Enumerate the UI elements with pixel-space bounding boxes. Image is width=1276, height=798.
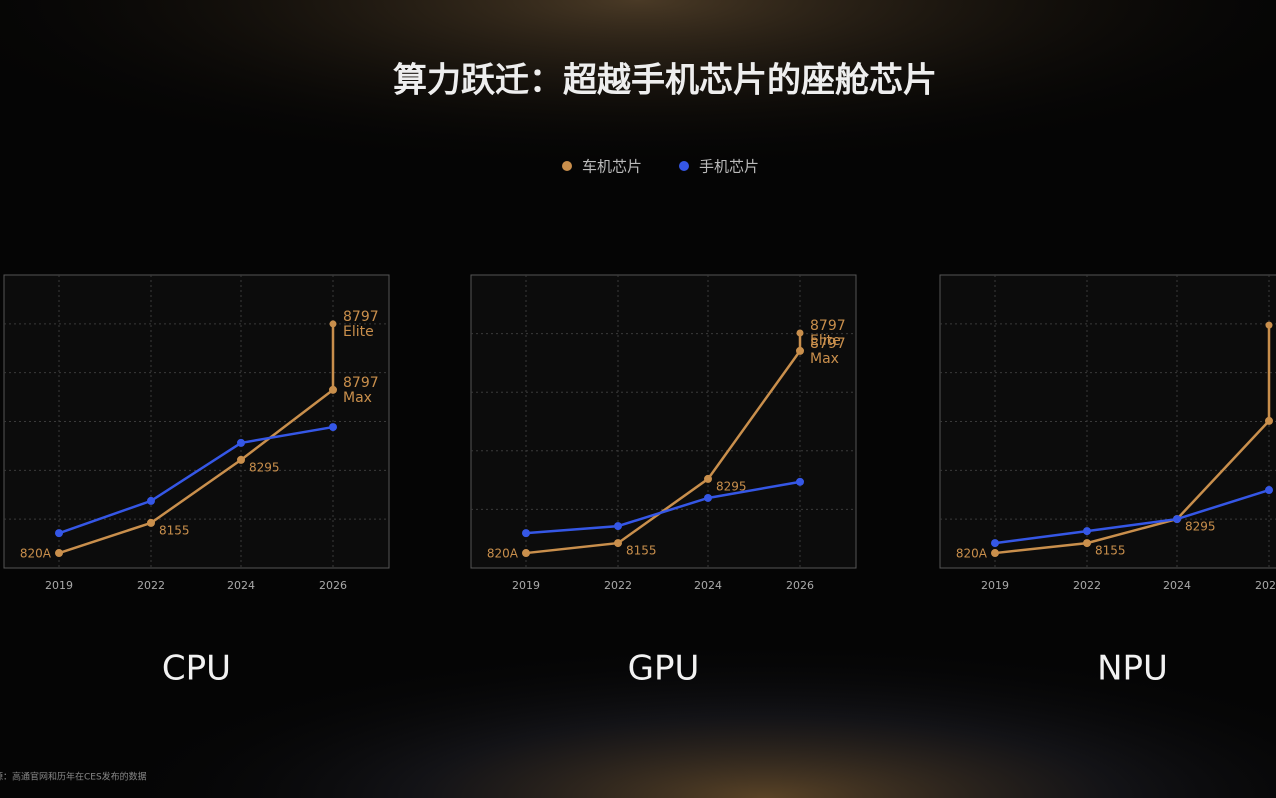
source-note: 源：高通官网和历年在CES发布的数据 [0, 771, 147, 783]
point-label-line: Max [810, 351, 839, 367]
x-tick-label: 2026 [786, 579, 814, 592]
data-point [1083, 527, 1091, 536]
data-point [614, 522, 622, 531]
upgrade-point [1265, 321, 1273, 329]
legend-label: 手机芯片 [699, 158, 759, 176]
data-point [147, 496, 155, 505]
x-tick-label: 2022 [137, 579, 165, 592]
legend-dot [562, 161, 572, 171]
data-point [55, 549, 63, 558]
data-point [55, 529, 63, 538]
series-line [994, 488, 1270, 545]
point-label: 820A [487, 547, 519, 561]
upgrade-point [796, 329, 804, 337]
data-point [991, 539, 999, 548]
point-label-line: Elite [343, 324, 374, 340]
legend-label: 车机芯片 [582, 158, 642, 176]
chart-title: NPU [1097, 649, 1168, 689]
point-label: 8155 [1095, 544, 1126, 558]
data-point [522, 529, 530, 538]
point-label: 820A [956, 547, 988, 561]
x-tick-label: 2019 [512, 579, 540, 592]
data-point [614, 539, 622, 548]
point-label: 8155 [626, 544, 657, 558]
x-tick-label: 2019 [45, 579, 73, 592]
series-line [58, 425, 334, 535]
point-label-line: 8797 [810, 336, 846, 352]
point-label: 8155 [159, 523, 190, 537]
data-point [237, 455, 245, 464]
series-line [994, 420, 1270, 555]
chart-title: GPU [628, 649, 700, 689]
data-point [237, 438, 245, 447]
point-label: 8797 Elite [810, 318, 846, 349]
x-tick-label: 2022 [1073, 579, 1101, 592]
x-tick-label: 2022 [604, 579, 632, 592]
data-point [704, 474, 712, 483]
x-tick-label: 2026 [319, 579, 347, 592]
plot-area [470, 274, 857, 569]
point-label: 8295 [1185, 520, 1216, 534]
x-tick-label: 2019 [981, 579, 1009, 592]
data-point [704, 493, 712, 502]
point-label: 8797 Max [810, 336, 846, 367]
data-point [796, 346, 804, 355]
point-label: 820A [20, 547, 52, 561]
x-tick-label: 2024 [694, 579, 722, 592]
data-point [1173, 515, 1181, 524]
series-line [525, 480, 801, 535]
plot-area [3, 274, 390, 569]
chart-title: CPU [162, 649, 231, 689]
data-point [1083, 539, 1091, 548]
point-label-line: Elite [810, 333, 841, 349]
point-label: 8295 [716, 479, 747, 493]
slide-title: 算力跃迁：超越手机芯片的座舱芯片 [393, 61, 937, 101]
point-label-line: 8797 [343, 309, 379, 325]
data-point [991, 549, 999, 558]
upgrade-point [329, 320, 337, 328]
data-point [522, 549, 530, 558]
point-label: 8295 [249, 460, 280, 474]
x-tick-label: 2024 [227, 579, 255, 592]
point-label: 8797 Elite [343, 309, 379, 340]
data-point [147, 518, 155, 527]
x-tick-label: 2026 [1255, 579, 1276, 592]
glow-top [0, 0, 1276, 300]
data-point [1265, 486, 1273, 495]
x-tick-label: 2024 [1163, 579, 1191, 592]
point-label-line: Max [343, 390, 372, 406]
data-point [1265, 416, 1273, 425]
data-point [329, 423, 337, 432]
series-line [58, 388, 334, 555]
point-label-line: 8797 [343, 375, 379, 391]
point-label: 8797 Max [343, 375, 379, 406]
data-point [796, 477, 804, 486]
legend-dot [679, 161, 689, 171]
point-label-line: 8797 [810, 318, 846, 334]
data-point [329, 385, 337, 394]
